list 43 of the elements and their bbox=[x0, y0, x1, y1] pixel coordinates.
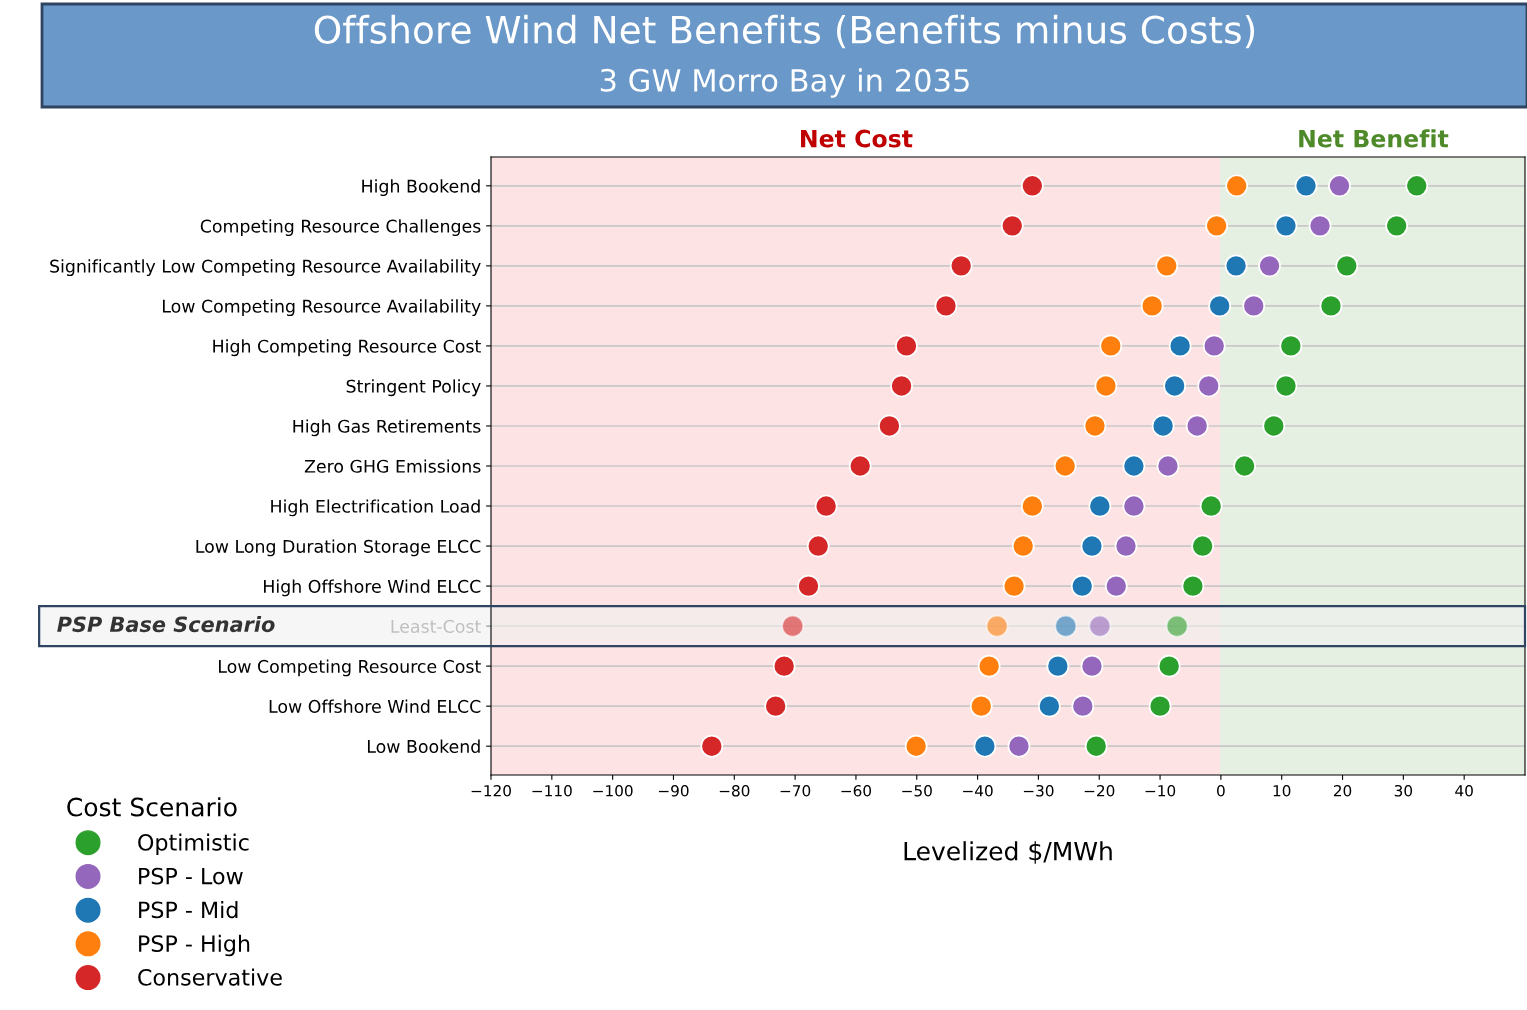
x-tick-label: −110 bbox=[532, 784, 572, 797]
y-tick-label: High Bookend bbox=[362, 179, 480, 197]
x-tick-label: 20 bbox=[1333, 784, 1352, 797]
legend-label: Optimistic bbox=[138, 833, 249, 856]
legend-label: PSP - High bbox=[139, 934, 250, 957]
legend-title: Cost Scenario bbox=[67, 797, 237, 817]
y-tick-label: High Competing Resource Cost bbox=[213, 339, 481, 357]
y-tick-label: Stringent Policy bbox=[346, 379, 481, 397]
x-tick-label: −20 bbox=[1084, 784, 1115, 797]
x-tick-label: 30 bbox=[1394, 784, 1413, 797]
chart-subtitle: 3 GW Morro Bay in 2035 bbox=[600, 68, 969, 98]
legend-label: Conservative bbox=[138, 968, 282, 986]
x-tick-label: −50 bbox=[902, 784, 932, 797]
legend-label: PSP - Mid bbox=[139, 901, 238, 919]
x-tick-label: −80 bbox=[719, 784, 750, 797]
y-tick-label: High Gas Retirements bbox=[293, 419, 481, 437]
y-tick-label: High Offshore Wind ELCC bbox=[264, 579, 481, 597]
x-axis-title: Levelized $/MWh bbox=[904, 841, 1112, 864]
y-tick-label: Low Competing Resource Cost bbox=[219, 659, 481, 677]
y-tick-label: Zero GHG Emissions bbox=[304, 459, 481, 473]
x-tick-label: −10 bbox=[1145, 784, 1176, 797]
y-tick-label: Low Offshore Wind ELCC bbox=[269, 699, 481, 713]
y-tick-label: Low Bookend bbox=[367, 739, 480, 754]
band-label: Net Cost bbox=[801, 129, 913, 148]
x-tick-label: 0 bbox=[1217, 784, 1225, 797]
y-tick-label: Low Long Duration Storage ELCC bbox=[196, 539, 481, 557]
y-tick-label: Low Competing Resource Availability bbox=[162, 299, 481, 317]
x-tick-label: −100 bbox=[593, 784, 633, 797]
band-label: PSP Base Scenario bbox=[57, 616, 275, 633]
y-tick-label: Significantly Low Competing Resource Availability bbox=[50, 259, 481, 277]
chart-title: Offshore Wind Net Benefits (Benefits minus Costs) bbox=[314, 14, 1255, 49]
y-tick-label: Competing Resource Challenges bbox=[200, 219, 481, 237]
x-tick-label: 40 bbox=[1455, 784, 1473, 797]
x-tick-label: 10 bbox=[1273, 784, 1291, 797]
x-tick-label: −70 bbox=[780, 784, 811, 797]
y-tick-label: High Electrification Load bbox=[271, 499, 480, 517]
x-tick-label: −60 bbox=[841, 784, 872, 797]
band-label: Net Benefit bbox=[1299, 129, 1449, 148]
x-tick-label: −120 bbox=[471, 784, 511, 797]
x-tick-label: −90 bbox=[658, 784, 689, 797]
x-tick-label: −40 bbox=[963, 784, 993, 797]
legend-label: PSP - Low bbox=[139, 867, 243, 885]
x-tick-label: −30 bbox=[1023, 784, 1054, 797]
